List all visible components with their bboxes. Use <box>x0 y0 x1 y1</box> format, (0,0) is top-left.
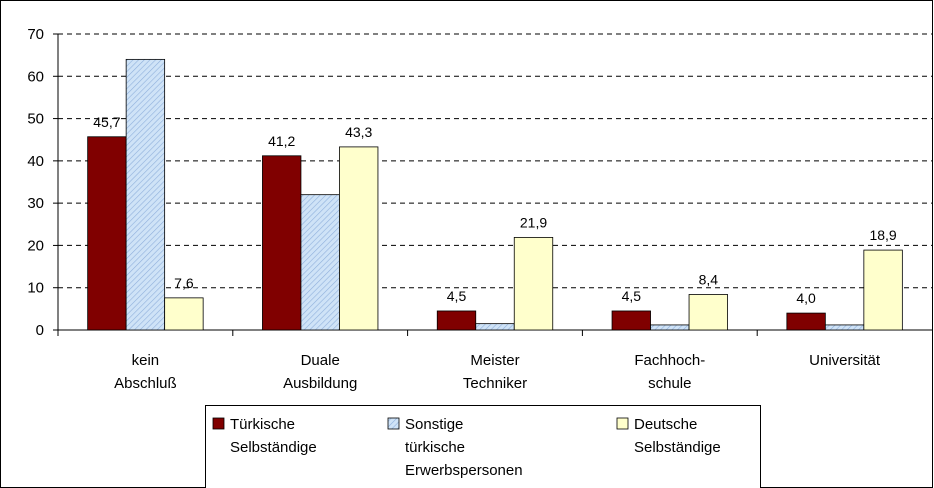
bar <box>513 236 554 331</box>
bar <box>164 297 204 331</box>
bar <box>863 249 903 331</box>
bar <box>87 136 127 331</box>
bar <box>611 310 651 331</box>
bar <box>300 194 340 331</box>
x-tick-label: kein Abschluß <box>114 352 177 392</box>
data-label: 41,2 <box>268 133 295 149</box>
bar <box>339 146 379 331</box>
y-tick-label: 40 <box>27 153 44 170</box>
y-tick-label: 20 <box>27 237 44 254</box>
legend-swatch <box>212 417 225 430</box>
bar <box>125 58 166 331</box>
legend-label: Deutsche Selbständige <box>634 416 721 456</box>
bar <box>475 323 515 331</box>
legend-label: Türkische Selbständige <box>230 416 317 456</box>
data-label: 43,3 <box>345 124 372 140</box>
data-label: 8,4 <box>699 271 719 287</box>
x-tick-label: Meister Techniker <box>463 352 527 392</box>
data-label: 45,7 <box>93 114 120 130</box>
data-label: 18,9 <box>869 227 896 243</box>
y-tick-label: 60 <box>27 68 44 85</box>
data-label: 4,0 <box>796 290 816 306</box>
x-tick-label: Fachhoch-schule <box>634 352 705 392</box>
legend-box <box>205 405 761 488</box>
bar <box>650 324 690 331</box>
y-tick-label: 70 <box>27 26 44 43</box>
bar <box>688 294 728 331</box>
legend-swatch <box>616 417 629 430</box>
data-label: 4,5 <box>447 288 467 304</box>
x-tick-label: Duale Ausbildung <box>283 352 357 392</box>
data-label: 7,6 <box>174 275 194 291</box>
bar <box>262 155 302 331</box>
y-tick-label: 30 <box>27 195 44 212</box>
legend-label: Sonstige türkische Erwerbspersonen <box>405 416 523 479</box>
x-tick-label: Universität <box>809 352 881 369</box>
legend-swatch <box>387 417 400 430</box>
y-tick-label: 10 <box>27 280 44 297</box>
y-tick-label: 0 <box>36 322 44 339</box>
data-label: 21,9 <box>520 214 547 230</box>
bar <box>824 324 865 331</box>
data-label: 4,5 <box>622 288 642 304</box>
bar <box>436 310 477 331</box>
bar <box>786 312 826 331</box>
y-tick-label: 50 <box>27 111 44 128</box>
